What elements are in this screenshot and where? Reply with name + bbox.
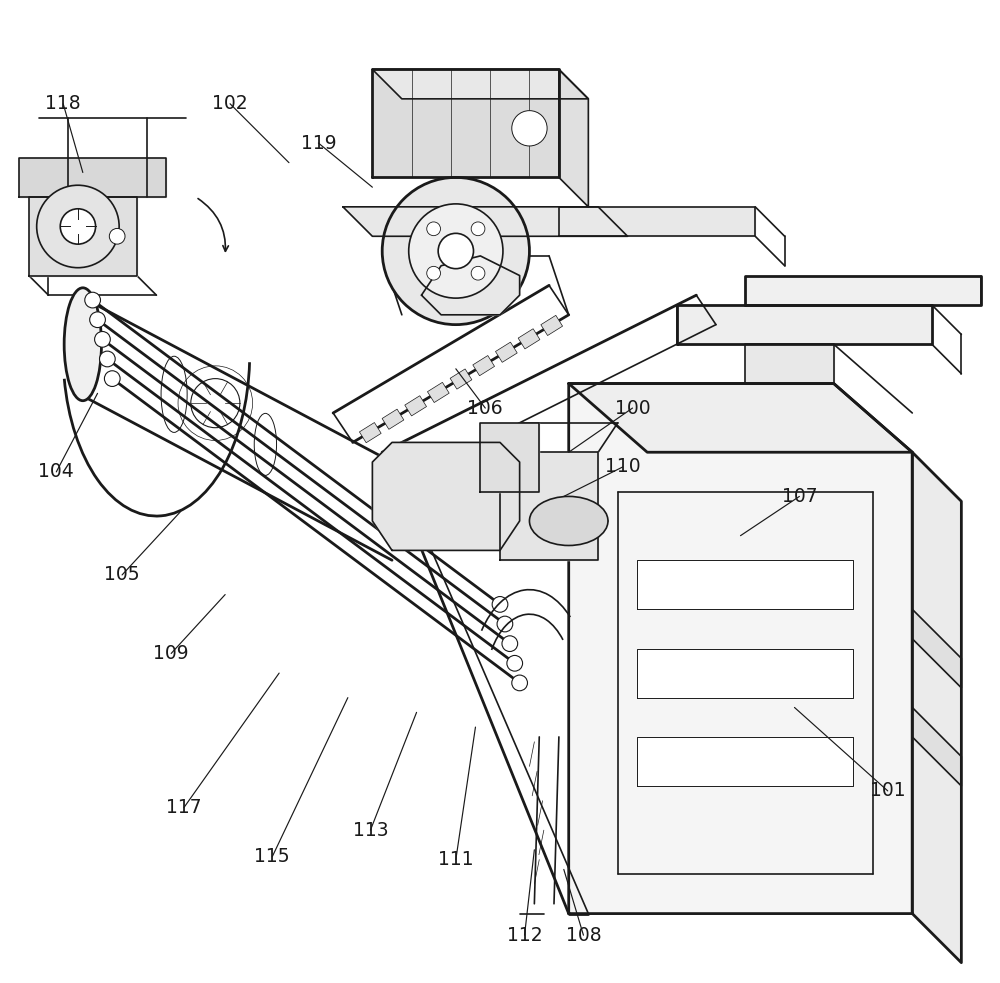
Circle shape (507, 656, 523, 671)
Polygon shape (559, 70, 588, 206)
Circle shape (512, 111, 547, 145)
Circle shape (90, 312, 105, 327)
Circle shape (109, 228, 125, 244)
Bar (495, 342, 517, 363)
Bar (359, 423, 381, 442)
Bar (427, 382, 449, 402)
Text: 115: 115 (254, 847, 290, 866)
Polygon shape (637, 649, 853, 698)
Polygon shape (343, 206, 628, 236)
Bar (541, 316, 563, 335)
Polygon shape (569, 383, 912, 452)
Polygon shape (677, 305, 932, 344)
Circle shape (37, 185, 119, 267)
Ellipse shape (376, 485, 398, 538)
Polygon shape (421, 256, 520, 315)
Text: 101: 101 (870, 781, 906, 800)
Circle shape (512, 675, 527, 691)
Bar (450, 369, 472, 389)
Circle shape (104, 371, 120, 386)
Text: 119: 119 (301, 134, 336, 152)
Polygon shape (637, 560, 853, 609)
Polygon shape (19, 157, 166, 197)
Circle shape (497, 616, 513, 632)
Polygon shape (912, 452, 961, 962)
Circle shape (492, 597, 508, 612)
Text: 106: 106 (467, 398, 503, 418)
Circle shape (471, 222, 485, 236)
Circle shape (100, 351, 115, 367)
Text: 102: 102 (212, 94, 248, 113)
Circle shape (427, 266, 440, 280)
Circle shape (382, 177, 529, 324)
Ellipse shape (64, 288, 101, 401)
Polygon shape (372, 70, 559, 177)
Text: 105: 105 (104, 565, 140, 585)
Polygon shape (912, 708, 961, 786)
Circle shape (60, 208, 96, 244)
Polygon shape (637, 737, 853, 786)
Text: 107: 107 (782, 487, 817, 506)
Polygon shape (559, 206, 755, 236)
Text: 117: 117 (166, 798, 202, 817)
Polygon shape (29, 197, 137, 275)
Polygon shape (500, 452, 598, 560)
Text: 104: 104 (38, 462, 74, 482)
Circle shape (85, 292, 100, 308)
Polygon shape (569, 383, 912, 913)
Text: 108: 108 (566, 926, 601, 945)
Polygon shape (480, 423, 539, 492)
Text: 109: 109 (153, 644, 189, 663)
Bar (473, 356, 495, 376)
Circle shape (95, 331, 110, 347)
Polygon shape (745, 275, 981, 305)
Circle shape (471, 266, 485, 280)
Ellipse shape (529, 496, 608, 546)
Text: 118: 118 (45, 94, 81, 113)
Circle shape (502, 636, 518, 652)
Polygon shape (372, 70, 588, 99)
Text: 100: 100 (615, 398, 650, 418)
Bar (382, 409, 404, 430)
Polygon shape (372, 442, 520, 550)
Polygon shape (745, 344, 834, 383)
Text: 113: 113 (353, 821, 388, 839)
Bar (405, 396, 427, 416)
Text: 112: 112 (507, 926, 542, 945)
Circle shape (409, 203, 503, 298)
Text: 110: 110 (605, 457, 641, 477)
Polygon shape (912, 609, 961, 688)
Bar (518, 328, 540, 349)
Circle shape (427, 222, 440, 236)
Circle shape (438, 233, 473, 268)
Text: 111: 111 (438, 850, 474, 869)
